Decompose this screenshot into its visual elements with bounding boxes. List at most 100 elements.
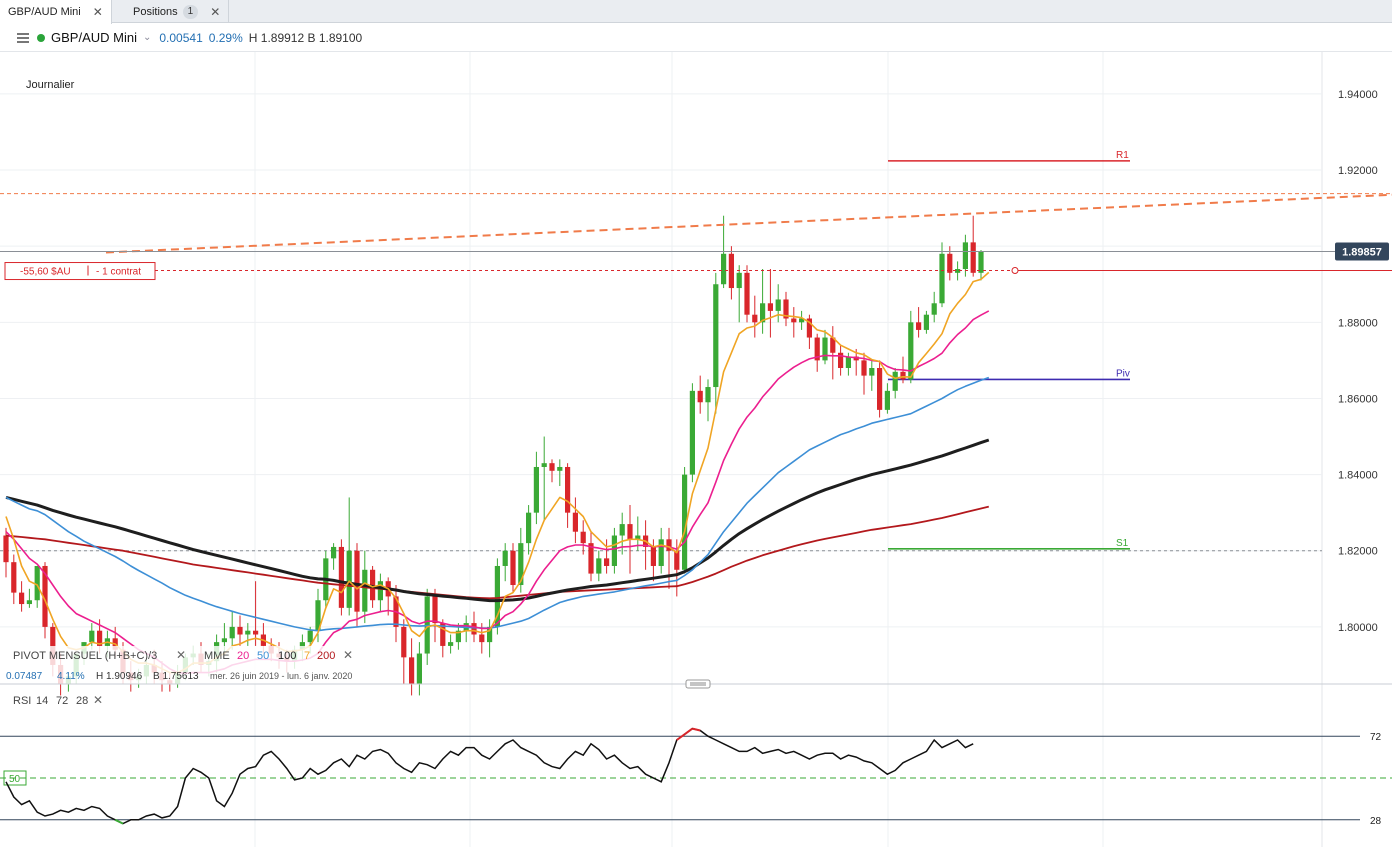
candle-body [494,565,500,627]
market-status-icon [37,33,45,42]
rsi-level-28: 28 [1370,816,1382,827]
price-tick-label: 1.88000 [1338,317,1378,329]
candle-body [432,596,438,624]
mme-period-200: 200 [317,650,335,662]
pivot-pct: 4.11% [57,671,85,682]
candle-body [962,242,968,270]
candle-body [533,466,539,513]
candle-body [42,565,48,627]
candle-body [541,463,547,467]
candle-body [697,390,703,403]
price-tick-label: 1.84000 [1338,470,1378,482]
pivot-lines: R1 Piv S1 [0,150,1322,552]
candle-body [674,550,680,570]
s1-label: S1 [1116,538,1129,549]
rsi-label: RSI [13,695,31,707]
mme-period-20: 20 [237,650,249,662]
candle-body [346,550,352,608]
candles [3,215,984,696]
candle-body [931,303,937,315]
candle-body [377,581,383,601]
price-tick-label: 1.94000 [1338,89,1378,101]
price-tick-label: 1.80000 [1338,622,1378,634]
rsi-pane: 72 28 50 [0,727,1392,827]
chevron-down-icon[interactable]: ⌄ [142,32,152,43]
candle-body [838,352,844,368]
tab-label: Positions [133,5,178,18]
high-low: H 1.89912 B 1.89100 [248,30,363,45]
candle-body [900,371,906,380]
close-icon[interactable]: ✕ [210,4,221,19]
candle-body [947,253,953,273]
menu-icon[interactable] [17,32,29,43]
close-icon[interactable]: ✕ [176,648,186,662]
close-icon[interactable]: ✕ [93,693,103,707]
candle-body [338,546,344,608]
tab-label: GBP/AUD Mini [8,6,81,18]
candle-body [565,466,571,513]
candle-body [19,592,25,605]
candle-body [916,322,922,330]
candle-body [658,539,664,566]
candle-body [939,253,945,304]
piv-label: Piv [1116,368,1130,379]
candle-body [89,630,95,643]
candle-body [978,251,984,273]
position-size: - 1 contrat [96,267,141,278]
tab-bar: GBP/AUD Mini ✕ Positions 1 ✕ [0,0,1392,24]
rsi-overbought-segment [692,727,701,732]
candle-body [526,512,532,544]
candle-body [627,524,633,540]
close-icon[interactable]: ✕ [343,648,353,662]
overlays [0,193,1392,275]
candle-body [783,299,789,319]
candle-body [362,569,368,612]
current-price-tag: 1.89857 [1335,242,1389,261]
candle-body [682,474,688,570]
candle-body [604,558,610,566]
candle-body [955,269,961,273]
candle-body [884,390,890,410]
candle-body [572,512,578,532]
candle-body [502,550,508,566]
candle-body [479,634,485,643]
pivot-value: 0.07487 [6,671,43,682]
candle-body [736,272,742,289]
candle-body [830,337,836,353]
candle-body [549,463,555,471]
pivot-low: B 1.75613 [153,671,199,682]
candle-body [409,657,415,684]
candle-body [713,284,719,388]
position-tag[interactable]: -55,60 $AU - 1 contrat [4,262,156,281]
candle-body [3,535,9,563]
indicator-legend: PIVOT MENSUEL (H+B+C)/3 ✕ MME 20 50 100 … [0,646,380,684]
candle-body [611,535,617,566]
candle-body [471,623,477,635]
candle-body [455,630,461,643]
tab-positions[interactable]: Positions 1 ✕ [125,0,230,23]
candle-body [635,535,641,540]
candle-body [666,539,672,551]
tab-gbp-aud-mini[interactable]: GBP/AUD Mini ✕ [0,0,112,24]
instrument-name[interactable]: GBP/AUD Mini [51,30,137,45]
candle-body [869,368,875,376]
candle-body [229,626,235,639]
candle-body [487,626,493,643]
rsi-legend: RSI 14 72 28 ✕ [13,693,103,707]
candle-body [619,524,625,536]
candle-body [752,314,758,323]
price-tick-label: 1.92000 [1338,165,1378,177]
candle-body [806,318,812,338]
price-change-pct: 0.29% [208,30,243,45]
candle-body [923,314,929,330]
candle-body [557,466,563,471]
price-chart[interactable]: Journalier R1 Piv S1 1.940001.920001.900… [0,52,1392,847]
candle-body [775,299,781,311]
candle-body [331,546,337,559]
candle-body [767,303,773,311]
pane-divider[interactable] [0,679,1392,689]
candle-body [245,630,251,635]
close-icon[interactable]: ✕ [92,5,103,19]
position-marker [1011,267,1019,275]
